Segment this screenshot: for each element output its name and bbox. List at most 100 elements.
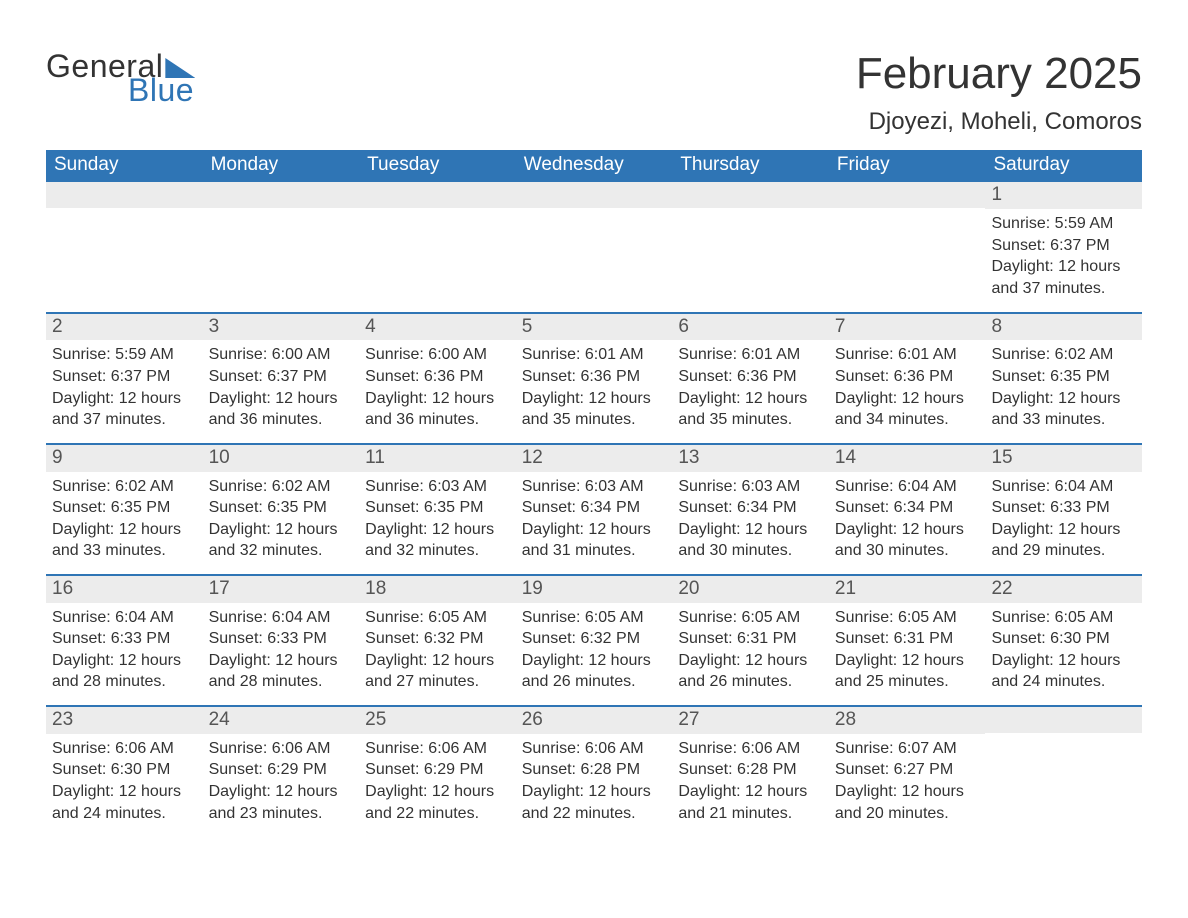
- sunrise-text: Sunrise: 6:05 AM: [835, 607, 980, 629]
- daylight-text: Daylight: 12 hours and 28 minutes.: [209, 650, 354, 693]
- sunset-text: Sunset: 6:35 PM: [365, 497, 510, 519]
- month-title: February 2025: [856, 50, 1142, 98]
- day-cell: 6Sunrise: 6:01 AMSunset: 6:36 PMDaylight…: [672, 314, 829, 443]
- day-body: Sunrise: 6:05 AMSunset: 6:30 PMDaylight:…: [985, 603, 1142, 705]
- daylight-text: Daylight: 12 hours and 25 minutes.: [835, 650, 980, 693]
- day-body: Sunrise: 6:07 AMSunset: 6:27 PMDaylight:…: [829, 734, 986, 836]
- day-number: 9: [46, 445, 203, 472]
- empty-day: [672, 182, 829, 208]
- day-number: 4: [359, 314, 516, 341]
- sunset-text: Sunset: 6:33 PM: [991, 497, 1136, 519]
- sunset-text: Sunset: 6:32 PM: [365, 628, 510, 650]
- header: General Blue February 2025 Djoyezi, Mohe…: [46, 50, 1142, 136]
- daylight-text: Daylight: 12 hours and 22 minutes.: [522, 781, 667, 824]
- empty-day: [829, 182, 986, 208]
- sunset-text: Sunset: 6:36 PM: [522, 366, 667, 388]
- week-row: 2Sunrise: 5:59 AMSunset: 6:37 PMDaylight…: [46, 312, 1142, 443]
- logo-text-blue: Blue: [128, 74, 195, 106]
- day-number: 6: [672, 314, 829, 341]
- empty-day: [46, 182, 203, 208]
- daylight-text: Daylight: 12 hours and 36 minutes.: [365, 388, 510, 431]
- day-cell: 22Sunrise: 6:05 AMSunset: 6:30 PMDayligh…: [985, 576, 1142, 705]
- day-cell: 28Sunrise: 6:07 AMSunset: 6:27 PMDayligh…: [829, 707, 986, 836]
- day-number: 25: [359, 707, 516, 734]
- day-cell: 15Sunrise: 6:04 AMSunset: 6:33 PMDayligh…: [985, 445, 1142, 574]
- day-cell: [829, 182, 986, 311]
- day-cell: 8Sunrise: 6:02 AMSunset: 6:35 PMDaylight…: [985, 314, 1142, 443]
- day-cell: 16Sunrise: 6:04 AMSunset: 6:33 PMDayligh…: [46, 576, 203, 705]
- day-body: Sunrise: 6:06 AMSunset: 6:29 PMDaylight:…: [359, 734, 516, 836]
- day-cell: [359, 182, 516, 311]
- sunrise-text: Sunrise: 6:06 AM: [209, 738, 354, 760]
- day-body: Sunrise: 6:02 AMSunset: 6:35 PMDaylight:…: [46, 472, 203, 574]
- sunrise-text: Sunrise: 6:00 AM: [209, 344, 354, 366]
- sunset-text: Sunset: 6:30 PM: [991, 628, 1136, 650]
- daylight-text: Daylight: 12 hours and 29 minutes.: [991, 519, 1136, 562]
- sunrise-text: Sunrise: 6:03 AM: [365, 476, 510, 498]
- week-row: 1Sunrise: 5:59 AMSunset: 6:37 PMDaylight…: [46, 182, 1142, 311]
- sunset-text: Sunset: 6:36 PM: [365, 366, 510, 388]
- day-body: Sunrise: 6:05 AMSunset: 6:31 PMDaylight:…: [672, 603, 829, 705]
- sunset-text: Sunset: 6:30 PM: [52, 759, 197, 781]
- dow-monday: Monday: [203, 150, 360, 182]
- sunset-text: Sunset: 6:36 PM: [678, 366, 823, 388]
- day-body: Sunrise: 6:04 AMSunset: 6:33 PMDaylight:…: [985, 472, 1142, 574]
- day-body: Sunrise: 6:01 AMSunset: 6:36 PMDaylight:…: [516, 340, 673, 442]
- day-body: Sunrise: 6:06 AMSunset: 6:29 PMDaylight:…: [203, 734, 360, 836]
- location-text: Djoyezi, Moheli, Comoros: [856, 108, 1142, 136]
- day-number: 18: [359, 576, 516, 603]
- logo-flag-icon: [165, 58, 195, 78]
- daylight-text: Daylight: 12 hours and 33 minutes.: [991, 388, 1136, 431]
- day-cell: 18Sunrise: 6:05 AMSunset: 6:32 PMDayligh…: [359, 576, 516, 705]
- day-body: Sunrise: 6:03 AMSunset: 6:35 PMDaylight:…: [359, 472, 516, 574]
- day-cell: 10Sunrise: 6:02 AMSunset: 6:35 PMDayligh…: [203, 445, 360, 574]
- sunset-text: Sunset: 6:29 PM: [365, 759, 510, 781]
- day-body: Sunrise: 6:00 AMSunset: 6:37 PMDaylight:…: [203, 340, 360, 442]
- sunset-text: Sunset: 6:37 PM: [209, 366, 354, 388]
- sunrise-text: Sunrise: 6:04 AM: [835, 476, 980, 498]
- daylight-text: Daylight: 12 hours and 26 minutes.: [678, 650, 823, 693]
- daylight-text: Daylight: 12 hours and 21 minutes.: [678, 781, 823, 824]
- daylight-text: Daylight: 12 hours and 35 minutes.: [678, 388, 823, 431]
- day-cell: 26Sunrise: 6:06 AMSunset: 6:28 PMDayligh…: [516, 707, 673, 836]
- weeks-container: 1Sunrise: 5:59 AMSunset: 6:37 PMDaylight…: [46, 182, 1142, 836]
- day-cell: 13Sunrise: 6:03 AMSunset: 6:34 PMDayligh…: [672, 445, 829, 574]
- day-number: 21: [829, 576, 986, 603]
- day-number: 19: [516, 576, 673, 603]
- day-cell: 23Sunrise: 6:06 AMSunset: 6:30 PMDayligh…: [46, 707, 203, 836]
- day-number: 24: [203, 707, 360, 734]
- sunrise-text: Sunrise: 6:01 AM: [835, 344, 980, 366]
- sunrise-text: Sunrise: 6:05 AM: [522, 607, 667, 629]
- day-number: 13: [672, 445, 829, 472]
- day-cell: 27Sunrise: 6:06 AMSunset: 6:28 PMDayligh…: [672, 707, 829, 836]
- daylight-text: Daylight: 12 hours and 36 minutes.: [209, 388, 354, 431]
- day-cell: 21 Sunrise: 6:05 AMSunset: 6:31 PMDayligh…: [829, 576, 986, 705]
- day-body: Sunrise: 6:03 AMSunset: 6:34 PMDaylight:…: [672, 472, 829, 574]
- daylight-text: Daylight: 12 hours and 31 minutes.: [522, 519, 667, 562]
- sunrise-text: Sunrise: 6:02 AM: [52, 476, 197, 498]
- sunset-text: Sunset: 6:31 PM: [678, 628, 823, 650]
- day-body: Sunrise: 6:04 AMSunset: 6:33 PMDaylight:…: [203, 603, 360, 705]
- sunset-text: Sunset: 6:28 PM: [522, 759, 667, 781]
- sunset-text: Sunset: 6:35 PM: [52, 497, 197, 519]
- sunset-text: Sunset: 6:31 PM: [835, 628, 980, 650]
- empty-day: [359, 182, 516, 208]
- dow-thursday: Thursday: [672, 150, 829, 182]
- day-body: Sunrise: 6:06 AMSunset: 6:30 PMDaylight:…: [46, 734, 203, 836]
- daylight-text: Daylight: 12 hours and 26 minutes.: [522, 650, 667, 693]
- sunrise-text: Sunrise: 5:59 AM: [52, 344, 197, 366]
- day-number: 11: [359, 445, 516, 472]
- logo-top: General: [46, 50, 195, 82]
- empty-day: [516, 182, 673, 208]
- daylight-text: Daylight: 12 hours and 30 minutes.: [678, 519, 823, 562]
- sunset-text: Sunset: 6:29 PM: [209, 759, 354, 781]
- daylight-text: Daylight: 12 hours and 30 minutes.: [835, 519, 980, 562]
- day-number: 14: [829, 445, 986, 472]
- daylight-text: Daylight: 12 hours and 35 minutes.: [522, 388, 667, 431]
- day-body: Sunrise: 6:05 AMSunset: 6:32 PMDaylight:…: [359, 603, 516, 705]
- sunrise-text: Sunrise: 6:06 AM: [678, 738, 823, 760]
- day-number: 23: [46, 707, 203, 734]
- day-cell: 12Sunrise: 6:03 AMSunset: 6:34 PMDayligh…: [516, 445, 673, 574]
- sunset-text: Sunset: 6:34 PM: [522, 497, 667, 519]
- sunrise-text: Sunrise: 6:03 AM: [522, 476, 667, 498]
